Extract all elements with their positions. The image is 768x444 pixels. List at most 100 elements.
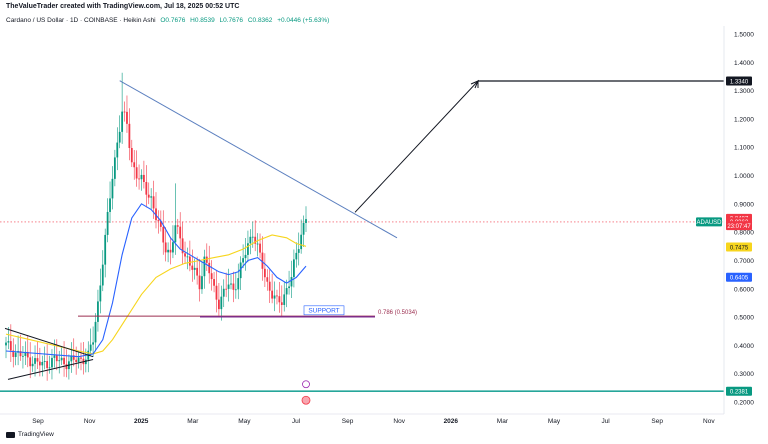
x-tick-label: Sep (32, 418, 44, 425)
symbol-bar: Cardano / US Dollar · 1D · COINBASE · He… (6, 17, 329, 24)
candle-body (7, 341, 10, 343)
tradingview-logo-icon (6, 431, 15, 438)
candle-body (283, 294, 286, 305)
candle-body (121, 111, 124, 132)
candle-body (89, 344, 92, 351)
candle-body (285, 288, 288, 295)
candle-body (297, 249, 300, 253)
candle-body (130, 147, 133, 163)
candle-body (60, 357, 63, 361)
event-dot-icon (302, 380, 310, 389)
candle-body (22, 355, 24, 357)
candle-body (138, 178, 140, 180)
candle-body (181, 238, 184, 254)
x-tick-label: Jul (601, 418, 610, 425)
x-tick-label: May (548, 418, 561, 425)
descending-trendline (119, 80, 398, 239)
candle-body (276, 295, 278, 297)
candle-body (123, 111, 126, 113)
candle-body (34, 358, 36, 364)
candle-body (84, 359, 87, 365)
candle-body (113, 157, 116, 179)
candle-body (196, 267, 199, 276)
candle-body (58, 360, 61, 362)
y-tick-label: 1.3000 (734, 88, 754, 95)
symbol-name[interactable]: Cardano / US Dollar · 1D · COINBASE · He… (6, 17, 156, 24)
candle-body (295, 252, 298, 260)
candle-body (198, 275, 201, 290)
candle-body (210, 273, 213, 280)
candle-body (38, 361, 41, 366)
price-label-box (726, 272, 752, 282)
time-axis[interactable]: Sep Nov 2025 Mar May Jul Sep Nov 2026 Mar May Jul Se… (0, 413, 724, 425)
candle-body (302, 222, 305, 235)
y-tick-label: 1.4000 (734, 60, 754, 67)
candle-body (266, 277, 269, 282)
y-tick-label: 0.6000 (734, 286, 754, 293)
candle-body (213, 279, 215, 286)
candle-body (128, 123, 131, 148)
candle-body (179, 226, 182, 239)
candle-body (140, 174, 143, 180)
candle-body (208, 262, 211, 274)
earnings-icon (301, 395, 311, 405)
candle-body (280, 302, 283, 305)
price-label-box (726, 386, 752, 396)
candle-body (152, 196, 155, 209)
candle-body (225, 288, 228, 290)
candle-body (167, 249, 169, 253)
candle-body (31, 363, 34, 367)
candle-body (94, 321, 97, 343)
candle-body (118, 131, 121, 143)
candle-body (205, 256, 208, 263)
candle-body (271, 290, 274, 299)
candle-body (254, 236, 257, 244)
candle-body (256, 243, 259, 245)
candle-body (43, 361, 46, 362)
x-tick-label: Jul (292, 418, 301, 425)
candle-body (46, 361, 49, 369)
candle-body (227, 284, 230, 289)
candle-body (237, 278, 240, 290)
y-tick-label: 1.2000 (734, 116, 754, 123)
low-value: L0.7676 (219, 17, 244, 24)
candle-body (259, 243, 261, 253)
drawings[interactable]: 0.786 (0.5034) SUPPORT (4, 79, 724, 380)
candle-body (80, 357, 82, 359)
candle-body (247, 243, 249, 255)
price-label: 0.6405 (730, 276, 749, 282)
price-label: 0.7475 (730, 245, 749, 251)
candle-body (290, 277, 293, 287)
candle-body (263, 268, 266, 278)
candle-body (159, 221, 162, 227)
candle-body (176, 225, 179, 227)
candle-body (220, 296, 223, 310)
wedge-lower-line (7, 359, 94, 380)
candle-body (41, 361, 44, 366)
x-tick-label: Mar (497, 418, 509, 425)
candle-body (77, 357, 80, 362)
candle-body (55, 355, 58, 362)
candle-body (75, 359, 78, 362)
x-tick-label: Mar (187, 418, 199, 425)
x-tick-label: Sep (342, 418, 354, 425)
candle-body (268, 281, 271, 291)
high-value: H0.8539 (190, 17, 215, 24)
price-label-box (726, 221, 752, 231)
ema-fast-line (5, 203, 307, 358)
y-tick-label: 0.2000 (734, 400, 754, 407)
support-label: SUPPORT (308, 308, 339, 315)
candle-body (162, 226, 165, 243)
candle-body (99, 285, 102, 302)
candle-body (184, 253, 186, 257)
candle-body (133, 162, 136, 168)
candle-body (239, 262, 242, 279)
price-label: 1.3340 (730, 79, 749, 85)
candles (5, 72, 307, 381)
candle-body (201, 276, 203, 290)
x-tick-label: Nov (84, 418, 96, 425)
candle-body (12, 350, 15, 357)
candle-body (145, 182, 148, 195)
candle-body (135, 167, 138, 179)
